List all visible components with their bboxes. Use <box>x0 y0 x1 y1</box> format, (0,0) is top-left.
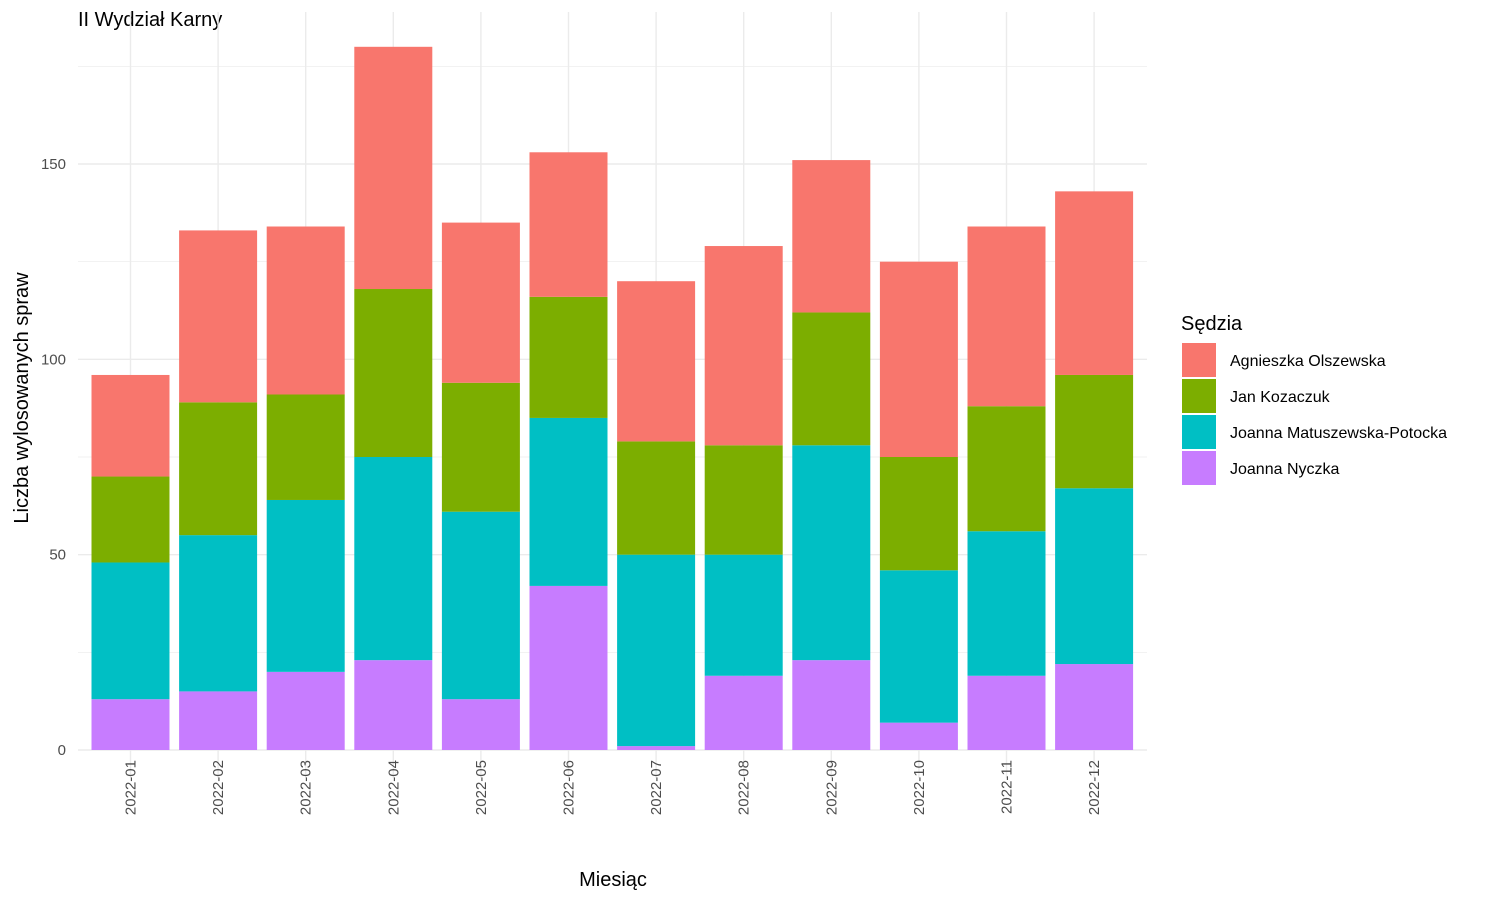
bar-segment <box>704 445 783 555</box>
bar-segment <box>529 417 608 586</box>
bar-segment <box>179 230 258 403</box>
x-tick-label: 2022-02 <box>210 760 227 815</box>
bar-segment <box>441 511 520 700</box>
bar-segment <box>179 535 258 692</box>
legend: Sędzia Agnieszka Olszewska Jan Kozaczuk Jo… <box>1181 313 1447 485</box>
bar-segment <box>91 562 170 700</box>
bar-segment <box>91 374 170 477</box>
bar-segment <box>617 441 696 555</box>
x-tick-label: 2022-11 <box>999 760 1016 814</box>
bar-segment <box>1055 374 1134 489</box>
bar-segment <box>704 554 783 676</box>
bar-segment <box>354 289 433 457</box>
x-axis-ticks: 2022-01 2022-02 2022-03 2022-04 2022-05 2022-… <box>123 760 1104 815</box>
bar-segment <box>179 402 258 536</box>
bar-segment <box>354 457 433 661</box>
bar-segment <box>179 691 258 750</box>
legend-label: Joanna Nyczka <box>1230 461 1339 478</box>
x-tick-label: 2022-12 <box>1086 760 1103 815</box>
bar-segment <box>529 152 608 297</box>
bar-segment <box>879 261 958 457</box>
bar-segment <box>792 160 871 313</box>
chart-title: II Wydział Karny <box>78 9 222 31</box>
bar-segment <box>792 660 871 750</box>
bar-segment <box>354 660 433 750</box>
x-tick-label: 2022-06 <box>561 760 578 815</box>
y-tick-label: 50 <box>49 547 66 564</box>
bar-segment <box>1055 488 1134 665</box>
x-tick-label: 2022-01 <box>123 760 140 815</box>
x-tick-label: 2022-03 <box>298 760 315 815</box>
x-tick-label: 2022-04 <box>385 760 402 815</box>
bar-segment <box>266 671 345 750</box>
bar-segment <box>529 585 608 750</box>
bar-segment <box>792 312 871 446</box>
bar-segment <box>704 246 783 446</box>
legend-swatch <box>1182 379 1216 413</box>
y-axis-title: Liczba wylosowanych spraw <box>11 272 33 524</box>
bar-segment <box>617 281 696 442</box>
bar-segment <box>441 222 520 383</box>
legend-label: Agnieszka Olszewska <box>1230 353 1386 370</box>
legend-swatch <box>1182 451 1216 485</box>
bars <box>91 46 1134 750</box>
bar-segment <box>617 746 696 750</box>
bar-segment <box>792 445 871 661</box>
y-tick-label: 100 <box>41 351 66 368</box>
bar-segment <box>266 226 345 395</box>
legend-swatch <box>1182 415 1216 449</box>
legend-label: Joanna Matuszewska-Potocka <box>1230 425 1447 442</box>
bar-segment <box>441 699 520 750</box>
x-tick-label: 2022-09 <box>823 760 840 815</box>
bar-segment <box>617 554 696 747</box>
bar-segment <box>91 699 170 750</box>
y-tick-label: 0 <box>58 742 66 759</box>
bar-segment <box>266 394 345 500</box>
bar-segment <box>967 406 1046 532</box>
bar-segment <box>704 675 783 750</box>
bar-segment <box>1055 191 1134 375</box>
y-tick-label: 150 <box>41 156 66 173</box>
bar-segment <box>967 531 1046 676</box>
x-tick-label: 2022-08 <box>736 760 753 815</box>
bar-segment <box>91 476 170 563</box>
x-axis-title: Miesiąc <box>579 869 647 891</box>
x-tick-label: 2022-05 <box>473 760 490 815</box>
legend-title: Sędzia <box>1181 313 1243 335</box>
bar-segment <box>879 722 958 750</box>
bar-segment <box>441 382 520 512</box>
x-tick-label: 2022-10 <box>911 760 928 815</box>
bar-segment <box>967 675 1046 750</box>
legend-swatch <box>1182 343 1216 377</box>
bar-segment <box>879 457 958 571</box>
bar-segment <box>529 296 608 418</box>
bar-segment <box>266 499 345 672</box>
legend-label: Jan Kozaczuk <box>1230 389 1331 406</box>
y-axis-ticks: 0 50 100 150 <box>41 156 66 759</box>
bar-segment <box>354 46 433 290</box>
bar-segment <box>967 226 1046 407</box>
bar-segment <box>879 570 958 723</box>
bar-segment <box>1055 664 1134 750</box>
x-tick-label: 2022-07 <box>648 760 665 815</box>
